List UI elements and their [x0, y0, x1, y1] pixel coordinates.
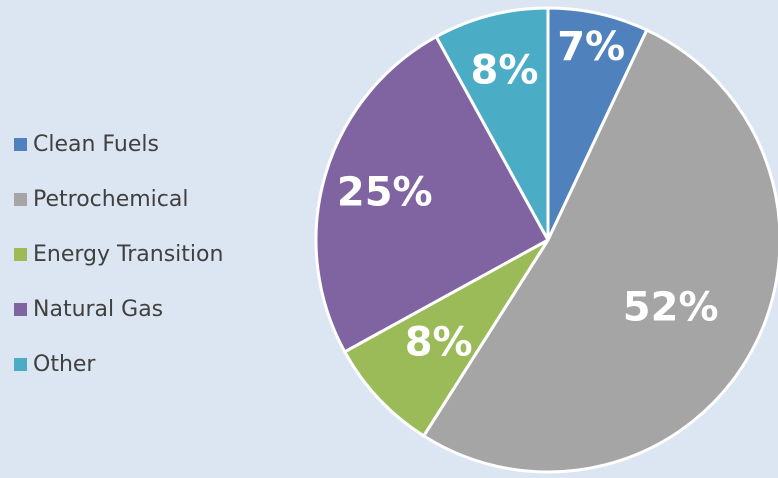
pie-slice-other	[434, 6, 550, 242]
data-label-petrochemical: 52%	[623, 284, 719, 330]
pie-slice-energy-transition	[343, 238, 550, 438]
pie-slice-petrochemical	[422, 28, 778, 474]
legend-item-petrochemical: Petrochemical	[14, 172, 223, 227]
pie-slice-natural-gas	[314, 35, 550, 354]
legend-swatch-energy-transition	[14, 248, 27, 261]
legend-item-clean-fuels: Clean Fuels	[14, 117, 223, 172]
legend-swatch-other	[14, 358, 27, 371]
legend: Clean Fuels Petrochemical Energy Transit…	[14, 117, 223, 392]
legend-label-petrochemical: Petrochemical	[33, 186, 189, 212]
legend-swatch-petrochemical	[14, 193, 27, 206]
data-label-clean-fuels: 7%	[557, 24, 625, 70]
legend-item-other: Other	[14, 337, 223, 392]
legend-swatch-natural-gas	[14, 303, 27, 316]
pie-slice-clean-fuels	[546, 6, 649, 242]
legend-item-energy-transition: Energy Transition	[14, 227, 223, 282]
legend-label-other: Other	[33, 351, 96, 377]
data-label-energy-transition: 8%	[405, 320, 473, 366]
legend-label-natural-gas: Natural Gas	[33, 296, 164, 322]
data-label-natural-gas: 25%	[337, 170, 433, 216]
data-label-other: 8%	[471, 47, 539, 93]
legend-label-energy-transition: Energy Transition	[33, 241, 224, 267]
legend-label-clean-fuels: Clean Fuels	[33, 131, 159, 157]
legend-swatch-clean-fuels	[14, 138, 27, 151]
legend-item-natural-gas: Natural Gas	[14, 282, 223, 337]
